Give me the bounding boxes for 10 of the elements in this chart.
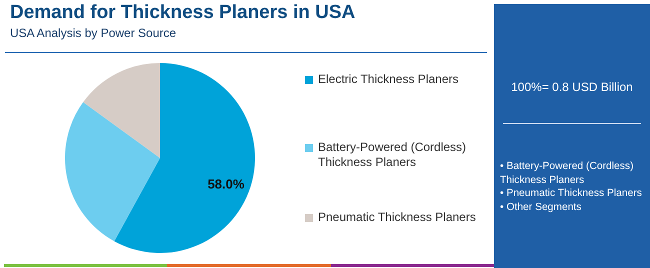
chart-title: Demand for Thickness Planers in USA xyxy=(10,2,356,24)
legend-label: Electric Thickness Planers xyxy=(318,72,458,87)
text: • Battery-Powered (Cordless) Thickness Planers xyxy=(500,160,635,187)
text: 100%= 0.8 USD Billion xyxy=(510,80,634,94)
legend-label: Pneumatic Thickness Planers xyxy=(318,210,476,225)
legend-label: Battery-Powered (Cordless) Thickness Planers xyxy=(318,140,468,170)
chart-subtitle: USA Analysis by Power Source xyxy=(10,26,176,40)
text: • Other Segments xyxy=(500,200,582,214)
text: • Pneumatic Thickness Planers xyxy=(500,187,643,200)
data-label: 58.0% xyxy=(208,176,245,192)
